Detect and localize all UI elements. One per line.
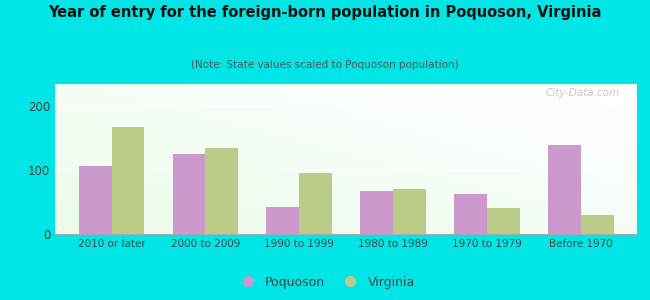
- Text: City-Data.com: City-Data.com: [545, 88, 619, 98]
- Bar: [112, 127, 144, 234]
- Bar: [266, 207, 299, 234]
- Text: (Note: State values scaled to Poquoson population): (Note: State values scaled to Poquoson p…: [191, 60, 459, 70]
- Bar: [360, 190, 393, 234]
- Bar: [548, 145, 580, 234]
- Bar: [454, 194, 487, 234]
- Bar: [580, 215, 614, 234]
- Text: Year of entry for the foreign-born population in Poquoson, Virginia: Year of entry for the foreign-born popul…: [48, 4, 602, 20]
- Bar: [205, 148, 238, 234]
- Legend: Poquoson, Virginia: Poquoson, Virginia: [230, 271, 420, 294]
- Bar: [299, 173, 332, 234]
- Bar: [487, 208, 520, 234]
- Bar: [172, 154, 205, 234]
- Bar: [393, 189, 426, 234]
- Bar: [79, 166, 112, 234]
